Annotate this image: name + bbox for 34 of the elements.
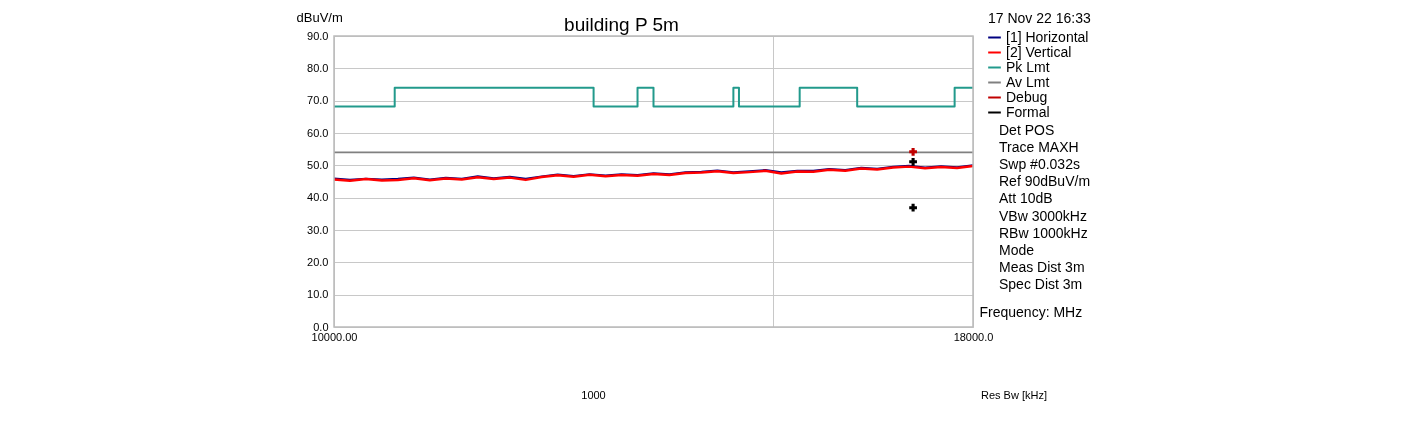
y-tick-label: 40.0 (307, 191, 329, 204)
y-tick-label: 70.0 (307, 94, 329, 107)
text: Meas Dist 3m (999, 258, 1085, 275)
text: Mode (999, 241, 1035, 258)
text: Trace MAXH (999, 139, 1079, 156)
text: Res Bw [kHz] (981, 389, 1048, 401)
y-tick-label: 30.0 (307, 223, 329, 236)
y-tick-label: 10.0 (307, 288, 329, 301)
point (909, 147, 917, 156)
y-tick-label: 50.0 (307, 158, 329, 171)
legend-label: Av Lmt (1006, 73, 1050, 90)
y-tick-label: 90.0 (307, 29, 329, 42)
x-tick-label: 10000.00 (311, 330, 358, 343)
y-axis-title: dBuV/m (296, 9, 343, 25)
point (909, 203, 917, 212)
text: Ref 90dBuV/m (999, 173, 1091, 190)
text: VBw 3000kHz (999, 207, 1087, 224)
y-tick-label: 20.0 (307, 255, 329, 268)
x-axis-title: Frequency: MHz (979, 303, 1083, 320)
text: 1000 (581, 389, 606, 401)
y-tick-label: 60.0 (307, 126, 329, 139)
chart-title: building P 5m (564, 14, 679, 35)
text: Att 10dB (999, 190, 1053, 207)
y-tick-label: 0.0 (313, 320, 329, 333)
legend-label: Debug (1006, 88, 1048, 105)
text: RBw 1000kHz (999, 224, 1088, 241)
text: Swp #0.032s (999, 156, 1080, 173)
legend-label: [1] Horizontal (1006, 28, 1089, 45)
text: 17 Nov 22 16:33 (988, 10, 1091, 26)
point (909, 157, 917, 166)
text: Det POS (999, 122, 1055, 138)
x-tick-label: 18000.0 (953, 330, 994, 343)
y-tick-label: 80.0 (307, 61, 329, 74)
text: Spec Dist 3m (999, 275, 1083, 292)
